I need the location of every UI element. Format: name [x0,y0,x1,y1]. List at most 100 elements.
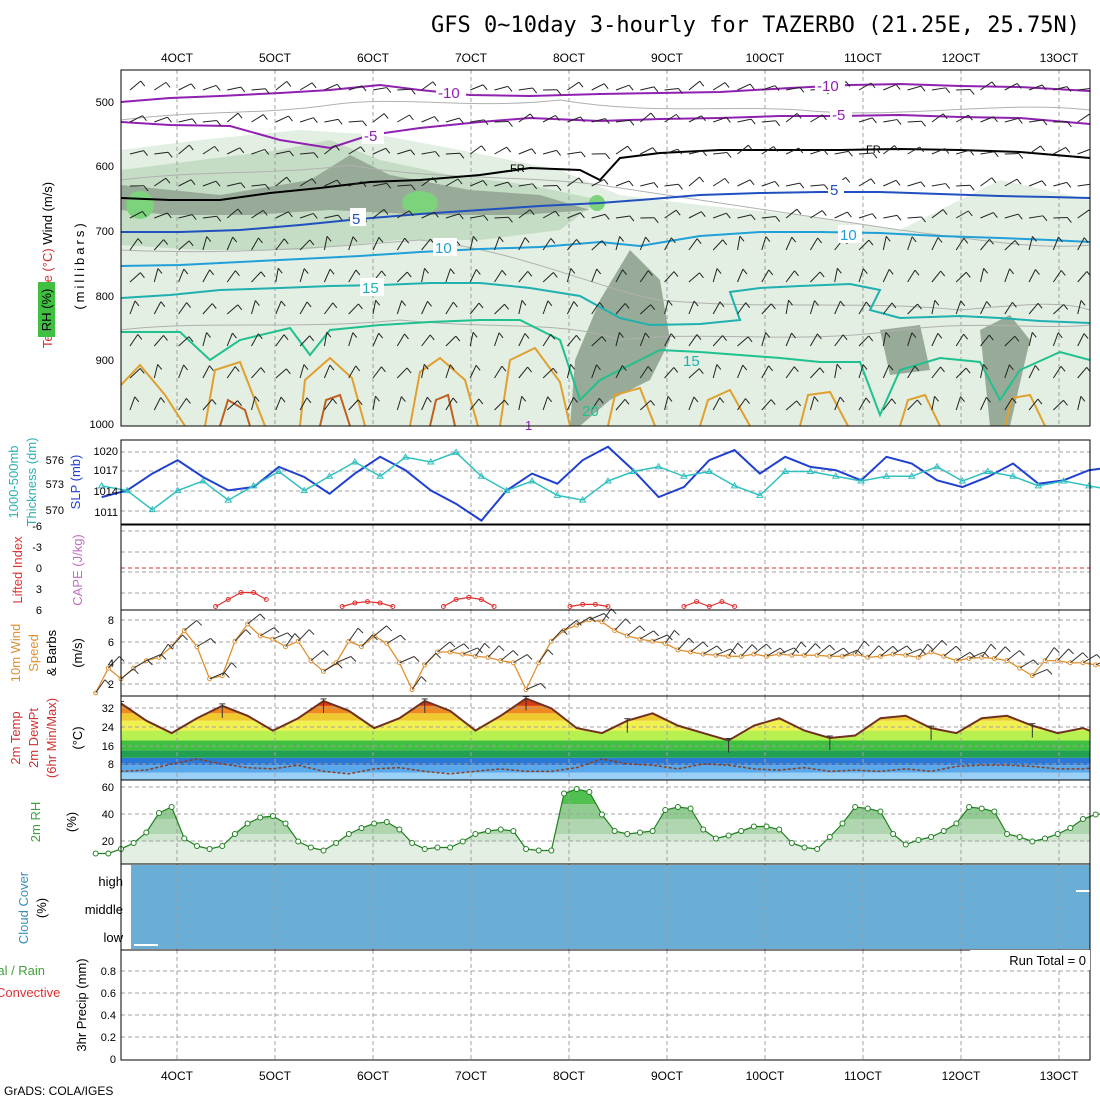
wind-barb-flag [239,147,245,154]
wind-barb [955,396,962,411]
wind-barb [129,80,142,91]
wind-barb-flag [673,367,679,373]
wind-barb [1077,148,1090,155]
wind-barb [494,85,509,91]
wind-barb [566,397,574,411]
wind-barb-flag [1014,335,1020,342]
wind-barb-flag [237,400,242,406]
wind-barb [834,364,838,379]
rh2m-point [130,840,137,846]
wind-barb-flag [308,629,315,635]
wind-barb [1077,333,1085,347]
rh-high-patch [402,191,438,215]
wind-barb [567,116,581,123]
wind-barb [664,209,677,219]
wind-barb [95,679,106,694]
contour-label: -10 [817,78,839,95]
wind-barb-flag [906,645,913,652]
wind-barb-flag [1091,149,1095,154]
wind-barb [761,269,770,283]
wind-barb-flag [556,150,562,156]
y-tick: middle [85,902,123,917]
wind-barb [591,240,603,251]
wind-barb-flag [653,182,659,188]
wind-barb [348,269,357,283]
wind-barb-flag [472,331,478,338]
y-tick-thickness: 570 [46,505,64,517]
wind-barb-flag [653,217,659,224]
wind-barb-flag [532,183,538,190]
wind-barb [955,237,965,251]
wind-barb [761,303,772,315]
x-axis-label-top: 5OCT [259,51,292,65]
wind-barb-flag [258,237,263,244]
wind-barb [518,396,523,411]
rh2m-band [121,789,1090,804]
rh2m-point [244,820,251,827]
wind-barb-flag [914,365,920,372]
rh2m-point [396,826,403,833]
wind-barb [542,333,552,347]
wind-barb-flag [554,210,560,217]
rh2m-point [826,834,833,840]
wind-barb-flag [273,627,280,633]
rh2m-point [700,826,707,833]
thickness-point [831,472,840,479]
wind-barb-flag [627,145,632,152]
thickness-point [199,477,207,484]
lifted-index-line [215,591,267,608]
y-tick: 1000 [90,419,114,431]
wind-barb [221,662,232,676]
wind-barb [810,149,824,155]
y-tick: 0 [110,1054,116,1066]
wind-barb [247,613,261,625]
wind-barb [129,150,144,155]
wind-barb [737,302,747,315]
lifted-index-point [706,604,712,609]
wind-barb [299,335,311,347]
wind-barb [1052,236,1059,251]
lifted-index-point [251,590,257,595]
wind-barb-flag [332,302,338,309]
wind-barb-flag [1040,145,1045,152]
wind-barb-flag [624,398,630,405]
wind-barb [785,112,798,123]
wind-barb [299,397,308,411]
wind-barb-flag [232,332,237,339]
wind-barb [202,399,213,411]
wind-barb-flag [688,637,695,644]
axis-title-part: 2m DewPt [26,708,41,768]
wind-barb-flag [937,332,943,339]
wind-barb-flag [283,334,289,340]
lifted-index-point [491,604,497,609]
wind-barb [810,184,825,187]
x-axis-label-bottom: 6OCT [357,1069,390,1083]
wind-barb [907,399,918,411]
wind-barb [567,151,582,155]
wind-barb [226,400,238,411]
wind-barb [737,236,741,251]
wind-barb [639,236,647,251]
wind-barb-flag [277,267,283,274]
wind-barb-flag [449,641,456,648]
rh-high-patch [126,191,154,219]
wind-barb [202,84,217,91]
wind-barb-flag [573,301,579,307]
wind-barb [470,119,485,123]
wind-barb-flag [521,395,527,402]
wind-barb-flag [413,656,420,662]
contour-label: 10 [435,240,452,257]
wind-barb [494,303,505,315]
wind-barb-flag [167,116,172,123]
wind-barb [445,152,460,155]
rh2m-point [902,841,909,848]
wind-barb-flag [749,83,755,90]
wind-barb-flag [147,659,153,666]
wind-barb [804,643,816,656]
wind-barb [348,181,363,187]
wind-barb [761,332,767,347]
y-tick-slp: 1020 [94,446,118,458]
y-tick: 32 [102,703,114,715]
thickness-point [806,467,815,474]
wind-barb [1077,237,1085,251]
